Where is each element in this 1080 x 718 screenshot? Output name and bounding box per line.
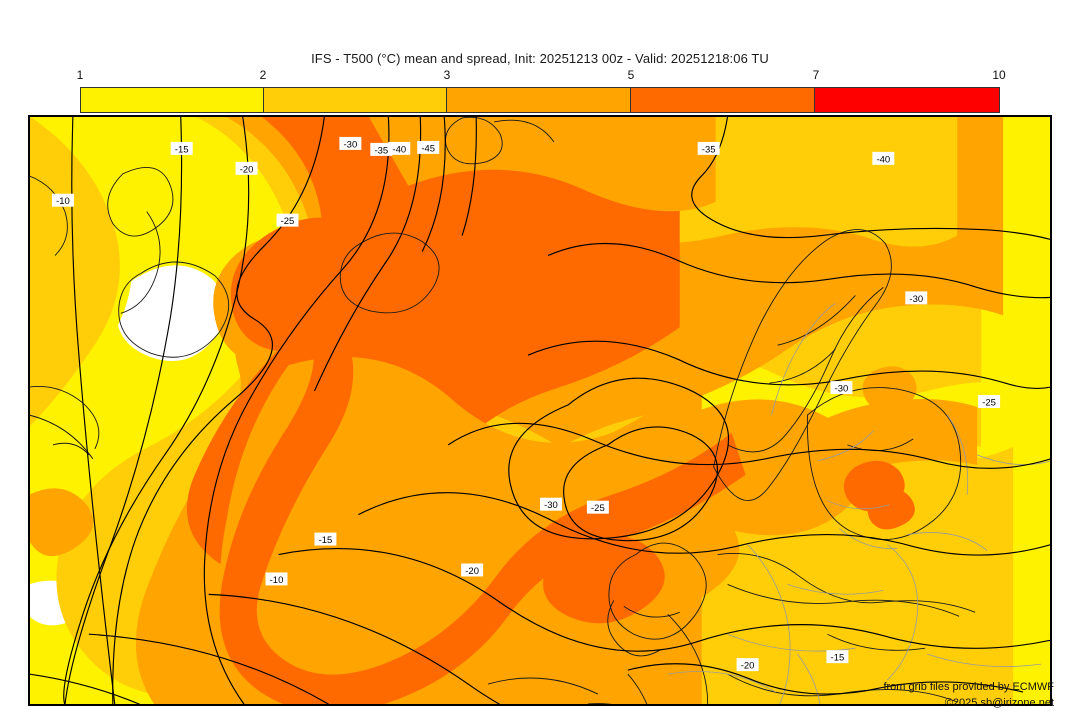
contour-label-bg xyxy=(314,532,337,546)
contour-label-bg xyxy=(540,497,562,511)
contour-label: -35 xyxy=(702,144,716,155)
contour-label: -15 xyxy=(831,653,845,664)
credit-copyright: ©2025 sb@irizone.net xyxy=(944,697,1054,710)
contour-label: -15 xyxy=(175,144,189,155)
colorbar-tick-1: 1 xyxy=(76,68,84,82)
page-title: IFS - T500 (°C) mean and spread, Init: 2… xyxy=(311,51,769,66)
contour-label-bg xyxy=(978,395,1001,409)
colorbar-tick-7: 7 xyxy=(812,68,820,82)
colorbar-band-2-3 xyxy=(263,88,448,112)
colorbar-tick-3: 3 xyxy=(443,68,451,82)
contour-label: -20 xyxy=(741,661,755,672)
contour-label-bg xyxy=(736,658,759,672)
contour-label-bg xyxy=(265,572,288,586)
contour-label: -30 xyxy=(909,294,923,305)
contour-label: -30 xyxy=(835,384,849,395)
contour-label: -45 xyxy=(421,143,435,154)
map-frame-border xyxy=(29,116,1051,705)
contour-label-bg xyxy=(697,141,720,155)
contour-label: -15 xyxy=(319,535,333,546)
colorbar-band-7-10 xyxy=(815,88,999,112)
colorbar-band-1-2 xyxy=(81,88,264,112)
contour-label: -25 xyxy=(591,503,605,514)
contour-label-bg xyxy=(276,213,299,227)
colorbar-tick-10: 10 xyxy=(992,68,1006,82)
contour-label-bg xyxy=(830,381,853,395)
contour-label-bg xyxy=(388,141,411,155)
colorbar-band-3-5 xyxy=(447,88,631,112)
contour-label-bg xyxy=(235,161,258,175)
colorbar-band-5-7 xyxy=(630,88,816,112)
spread-colorbar xyxy=(80,87,1000,113)
contour-label-bg xyxy=(339,136,362,150)
contour-label: -35 xyxy=(374,145,388,156)
contour-label-bg xyxy=(170,141,193,155)
contour-label-bg xyxy=(905,291,928,305)
colorbar-tick-2: 2 xyxy=(259,68,267,82)
contour-label-bg xyxy=(417,140,440,154)
map-canvas: -15 -20 -25 -30 -35 -40 -45 -10 -35 -40 -30 -30 -25 -… xyxy=(29,116,1051,705)
colorbar-tick-5: 5 xyxy=(627,68,635,82)
contour-label-bg xyxy=(370,142,393,156)
contour-label: -40 xyxy=(392,144,406,155)
colorbar-tick-labels: 1 2 3 5 7 10 xyxy=(0,0,1080,82)
contour-label-group: -15 -20 -25 -30 -35 -40 -45 -10 -35 -40 -30 -30 -25 -… xyxy=(51,136,1001,672)
spread-ribbons-dark-orange xyxy=(219,217,915,705)
contour-label: -20 xyxy=(240,164,254,175)
weather-map[interactable]: -15 -20 -25 -30 -35 -40 -45 -10 -35 -40 -30 -30 -25 -… xyxy=(28,115,1052,706)
credits: from grib files provided by ECMWF ©2025 … xyxy=(883,680,1054,712)
contour-label: -30 xyxy=(344,139,358,150)
contour-label: -25 xyxy=(982,398,996,409)
contour-label-bg xyxy=(51,193,74,207)
contour-label-bg xyxy=(826,650,849,664)
contour-label: -40 xyxy=(876,154,890,165)
credit-source: from grib files provided by ECMWF xyxy=(883,681,1054,694)
colorbar-bands xyxy=(80,87,1000,113)
contour-label-bg xyxy=(586,500,609,514)
contour-label: -10 xyxy=(56,196,70,207)
contour-label: -20 xyxy=(465,566,479,577)
contour-label-bg xyxy=(872,151,895,165)
contour-label: -10 xyxy=(270,575,284,586)
contour-label-bg xyxy=(461,563,484,577)
country-borders xyxy=(667,303,1051,705)
contour-label: -25 xyxy=(281,216,295,227)
contour-label: -30 xyxy=(544,500,558,511)
